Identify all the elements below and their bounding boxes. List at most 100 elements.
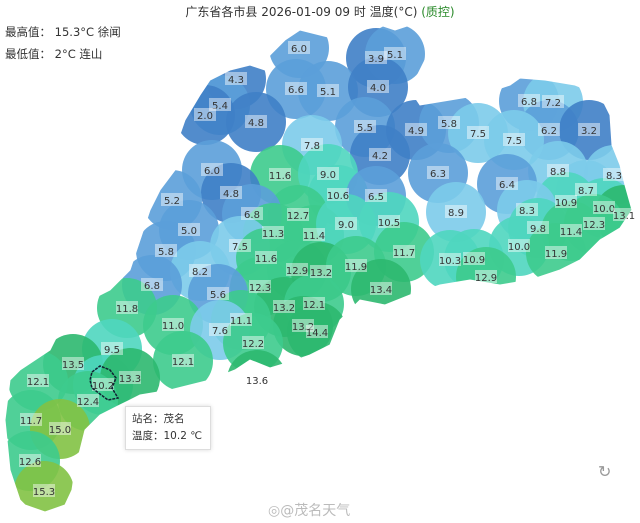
temperature-label: 12.1: [303, 300, 325, 311]
temperature-label: 11.8: [116, 304, 138, 315]
label-bg: [467, 126, 489, 139]
label-bg: [393, 245, 415, 258]
temperature-label: 10.6: [327, 191, 349, 202]
temperature-label: 9.0: [320, 170, 336, 181]
region-cell[interactable]: [298, 61, 358, 121]
temperature-label: 10.9: [463, 255, 485, 266]
temperature-label: 6.0: [291, 44, 307, 55]
temperature-label: 7.5: [470, 129, 486, 140]
label-bg: [201, 163, 223, 176]
region-cell[interactable]: [426, 182, 486, 242]
temperature-label: 3.2: [581, 126, 597, 137]
temperature-label: 5.1: [320, 87, 336, 98]
label-bg: [286, 263, 308, 276]
temperature-label: 13.6: [246, 376, 268, 387]
temperature-label: 4.3: [228, 75, 244, 86]
region-cell[interactable]: [226, 92, 286, 152]
label-bg: [384, 47, 406, 60]
temperature-label: 8.8: [550, 167, 566, 178]
region-cell[interactable]: [484, 110, 544, 170]
label-bg: [262, 226, 284, 239]
temperature-label: 12.3: [583, 220, 605, 231]
label-bg: [527, 221, 549, 234]
label-bg: [116, 301, 138, 314]
temperature-label: 5.6: [210, 290, 226, 301]
temperature-label: 5.8: [158, 247, 174, 258]
temperature-label: 11.7: [20, 416, 42, 427]
temperature-label: 12.2: [242, 339, 264, 350]
temperature-label: 6.8: [521, 97, 537, 108]
weibo-icon: ◎: [268, 503, 281, 519]
temperature-label: 11.6: [269, 171, 291, 182]
temperature-label: 12.4: [77, 397, 99, 408]
temperature-label: 4.2: [372, 151, 388, 162]
temperature-label: 12.6: [19, 457, 41, 468]
temperature-label: 6.0: [204, 166, 220, 177]
temperature-label: 13.2: [273, 303, 295, 314]
label-bg: [288, 41, 310, 54]
label-bg: [518, 94, 540, 107]
temperature-label: 12.9: [286, 266, 308, 277]
label-bg: [77, 394, 99, 407]
label-bg: [178, 223, 200, 236]
label-bg: [301, 138, 323, 151]
temperature-label: 10.0: [508, 242, 530, 253]
label-bg: [427, 166, 449, 179]
label-bg: [33, 484, 55, 497]
label-bg: [613, 208, 635, 221]
label-bg: [578, 123, 600, 136]
label-bg: [503, 133, 525, 146]
label-bg: [161, 193, 183, 206]
watermark-text: @茂名天气: [280, 503, 351, 519]
label-bg: [542, 95, 564, 108]
temperature-label: 12.1: [27, 377, 49, 388]
label-bg: [246, 373, 268, 386]
label-bg: [189, 264, 211, 277]
region-cell[interactable]: [559, 100, 619, 160]
temperature-label: 13.3: [119, 374, 141, 385]
label-bg: [207, 287, 229, 300]
label-bg: [439, 253, 461, 266]
temperature-label: 5.1: [387, 50, 403, 61]
temperature-label: 11.6: [255, 254, 277, 265]
label-bg: [405, 123, 427, 136]
temperature-label: 10.9: [555, 198, 577, 209]
temperature-label: 6.8: [244, 210, 260, 221]
temperature-label: 10.0: [593, 204, 615, 215]
label-bg: [229, 239, 251, 252]
label-bg: [242, 336, 264, 349]
max-value: 最高值： 15.3°C 徐闻: [5, 25, 121, 39]
label-bg: [249, 280, 271, 293]
temperature-label: 7.5: [232, 242, 248, 253]
temperature-label: 11.9: [545, 249, 567, 260]
region-cell[interactable]: [153, 331, 213, 391]
temperature-label: 8.3: [519, 206, 535, 217]
refresh-icon[interactable]: ↻: [598, 462, 612, 481]
temperature-label: 4.9: [408, 126, 424, 137]
temperature-label: 6.6: [288, 85, 304, 96]
temperature-label: 13.4: [370, 285, 392, 296]
temperature-label: 6.4: [499, 180, 515, 191]
label-bg: [119, 371, 141, 384]
temperature-label: 5.8: [441, 119, 457, 130]
label-bg: [560, 224, 582, 237]
temperature-label: 2.0: [197, 111, 213, 122]
label-bg: [475, 270, 497, 283]
label-bg: [354, 120, 376, 133]
label-bg: [370, 282, 392, 295]
label-bg: [603, 168, 625, 181]
label-bg: [92, 378, 114, 391]
label-bg: [194, 108, 216, 121]
highlighted-region: [89, 365, 120, 401]
temperature-label: 5.0: [181, 226, 197, 237]
label-bg: [209, 98, 231, 111]
temperature-label: 10.3: [439, 256, 461, 267]
label-bg: [445, 205, 467, 218]
temperature-label: 13.2: [310, 268, 332, 279]
quality-control-link[interactable]: (质控): [421, 5, 455, 19]
label-bg: [378, 215, 400, 228]
label-bg: [547, 164, 569, 177]
label-bg: [49, 422, 71, 435]
temperature-label: 14.4: [306, 328, 328, 339]
